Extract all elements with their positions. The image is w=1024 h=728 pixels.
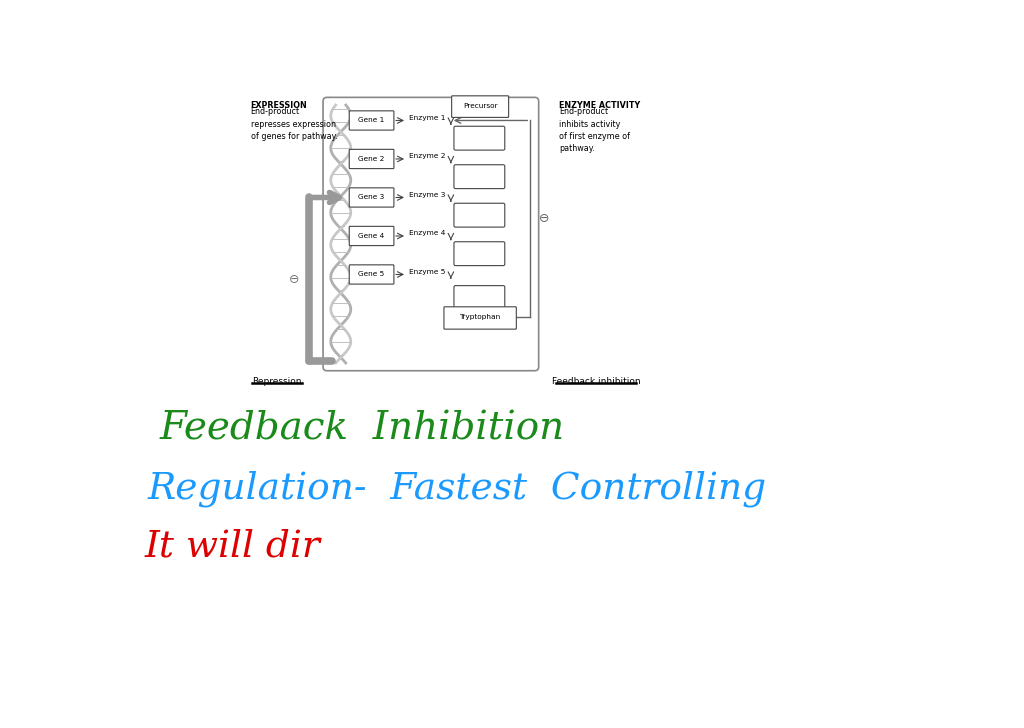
FancyBboxPatch shape bbox=[452, 96, 509, 117]
Text: Repression: Repression bbox=[252, 377, 302, 386]
Text: ENZYME ACTIVITY: ENZYME ACTIVITY bbox=[559, 101, 641, 110]
FancyBboxPatch shape bbox=[444, 306, 516, 329]
Text: Tryptophan: Tryptophan bbox=[460, 314, 501, 320]
FancyBboxPatch shape bbox=[349, 111, 394, 130]
FancyBboxPatch shape bbox=[349, 265, 394, 284]
FancyBboxPatch shape bbox=[454, 203, 505, 227]
Text: Gene 4: Gene 4 bbox=[358, 233, 385, 239]
Text: Enzyme 5: Enzyme 5 bbox=[410, 269, 445, 274]
Text: Gene 3: Gene 3 bbox=[358, 194, 385, 200]
FancyBboxPatch shape bbox=[454, 165, 505, 189]
FancyBboxPatch shape bbox=[454, 285, 505, 309]
Text: Gene 2: Gene 2 bbox=[358, 156, 385, 162]
Text: Gene 5: Gene 5 bbox=[358, 272, 385, 277]
Text: Gene 1: Gene 1 bbox=[358, 117, 385, 124]
Text: ⊖: ⊖ bbox=[539, 212, 549, 225]
Text: Enzyme 4: Enzyme 4 bbox=[410, 230, 445, 237]
FancyBboxPatch shape bbox=[454, 126, 505, 150]
Text: Enzyme 1: Enzyme 1 bbox=[410, 115, 445, 121]
Text: End-product
inhibits activity
of first enzyme of
pathway.: End-product inhibits activity of first e… bbox=[559, 108, 631, 153]
Text: Feedback  Inhibition: Feedback Inhibition bbox=[160, 411, 565, 448]
Text: Precursor: Precursor bbox=[463, 103, 498, 109]
FancyBboxPatch shape bbox=[349, 188, 394, 207]
Text: EXPRESSION: EXPRESSION bbox=[251, 101, 307, 110]
Text: ⊖: ⊖ bbox=[289, 273, 299, 286]
Text: Regulation-  Fastest  Controlling: Regulation- Fastest Controlling bbox=[147, 471, 767, 507]
FancyBboxPatch shape bbox=[349, 149, 394, 169]
Text: Enzyme 2: Enzyme 2 bbox=[410, 154, 445, 159]
Text: It will dir: It will dir bbox=[144, 529, 321, 565]
Text: Feedback inhibition: Feedback inhibition bbox=[552, 377, 641, 386]
Text: End-product
represses expression
of genes for pathway.: End-product represses expression of gene… bbox=[251, 108, 338, 141]
FancyBboxPatch shape bbox=[349, 226, 394, 245]
FancyBboxPatch shape bbox=[323, 98, 539, 371]
Text: Enzyme 3: Enzyme 3 bbox=[410, 191, 445, 198]
FancyBboxPatch shape bbox=[454, 242, 505, 266]
